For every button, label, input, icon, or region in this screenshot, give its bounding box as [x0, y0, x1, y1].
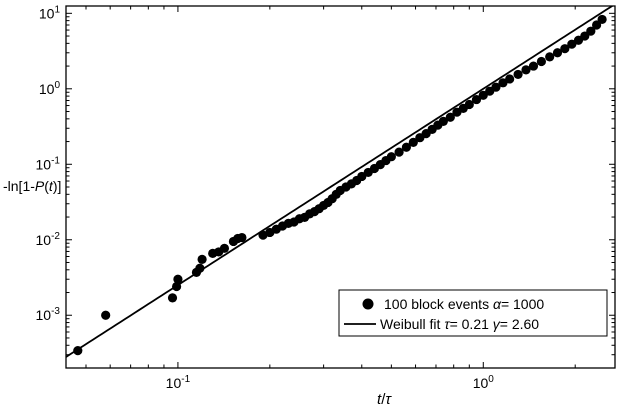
data-point	[491, 82, 501, 92]
data-point	[101, 310, 111, 320]
data-point	[528, 61, 539, 71]
data-point	[219, 243, 230, 253]
data-point	[73, 346, 83, 356]
x-axis-label: t/τ	[377, 391, 392, 408]
data-point	[591, 20, 602, 30]
legend-box	[338, 289, 608, 337]
data-point	[171, 281, 182, 292]
y-tick-label: 10-2	[36, 231, 61, 248]
data-point	[237, 232, 247, 243]
legend-marker-events	[362, 298, 374, 310]
data-point	[438, 116, 448, 126]
x-tick-label: 10-1	[166, 374, 191, 391]
data-point	[505, 74, 515, 84]
data-layer	[66, 6, 614, 358]
legend-label-events: 100 block events α= 1000	[384, 296, 544, 312]
data-point	[401, 142, 411, 152]
data-point	[464, 99, 474, 110]
y-tick-label: 101	[39, 4, 61, 21]
data-point	[394, 147, 404, 157]
data-point	[195, 263, 205, 273]
legend-label-weibull: Weibull fit τ= 0.21 γ= 2.60	[380, 316, 539, 332]
data-point	[552, 48, 563, 58]
data-point	[173, 274, 183, 284]
data-point	[586, 26, 596, 36]
x-tick-labels: 10-1 100	[166, 374, 495, 391]
data-point	[560, 44, 570, 54]
y-tick-labels: 10-3 10-2 10-1 100 101	[36, 4, 61, 323]
data-point	[521, 65, 531, 75]
plot-frame	[65, 5, 616, 369]
data-point	[471, 94, 482, 105]
weibull-fit-line	[66, 6, 614, 358]
y-tick-label: 10-1	[36, 155, 61, 172]
data-point	[498, 78, 508, 88]
data-point	[513, 69, 523, 80]
data-point	[197, 254, 207, 264]
y-axis-label: -ln[1-P(t)]	[3, 178, 61, 194]
data-point	[597, 14, 607, 25]
legend: 100 block events α= 1000 Weibull fit τ= …	[338, 289, 608, 337]
y-tick-label: 10-3	[36, 306, 61, 323]
data-point	[408, 137, 418, 147]
data-point	[536, 56, 547, 67]
data-point	[445, 112, 455, 122]
data-point	[545, 52, 555, 62]
data-point	[386, 152, 396, 162]
data-point	[567, 39, 577, 49]
y-tick-label: 100	[39, 80, 61, 97]
data-point	[167, 293, 178, 303]
x-tick-label: 100	[473, 374, 495, 391]
